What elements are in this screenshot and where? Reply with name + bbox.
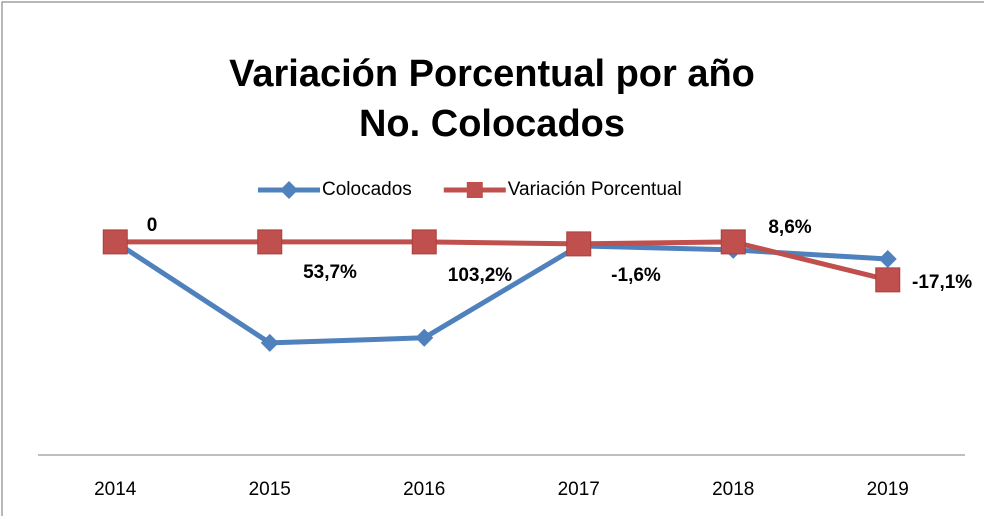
legend-swatch-marker [466,182,483,198]
legend-label: Colocados [322,179,412,200]
x-tick-label: 2019 [867,479,909,500]
point [257,229,283,255]
chart-title: No. Colocados [359,103,625,145]
x-tick-label: 2015 [249,479,291,500]
series-line [113,239,888,346]
point [878,249,897,268]
x-tick-label: 2016 [403,479,445,500]
point [411,229,437,255]
legend-swatch-marker [280,181,298,199]
point [260,333,279,352]
chart-title: Variación Porcentual por año [229,53,755,95]
data-label: 0 [147,215,158,236]
series-line [115,239,889,283]
point [102,229,128,255]
data-label: 103,2% [448,265,513,286]
x-tick-label: 2014 [94,479,137,500]
data-label: 53,7% [303,262,357,283]
x-tick-label: 2018 [712,479,754,500]
data-label: 8,6% [768,217,811,238]
data-label: -1,6% [611,265,661,286]
x-tick-label: 2017 [558,479,600,500]
point [720,229,746,255]
point [875,267,901,293]
data-label: -17,1% [912,272,972,293]
point [566,231,592,257]
point [415,328,434,347]
legend-label: Variación Porcentual [508,179,682,200]
